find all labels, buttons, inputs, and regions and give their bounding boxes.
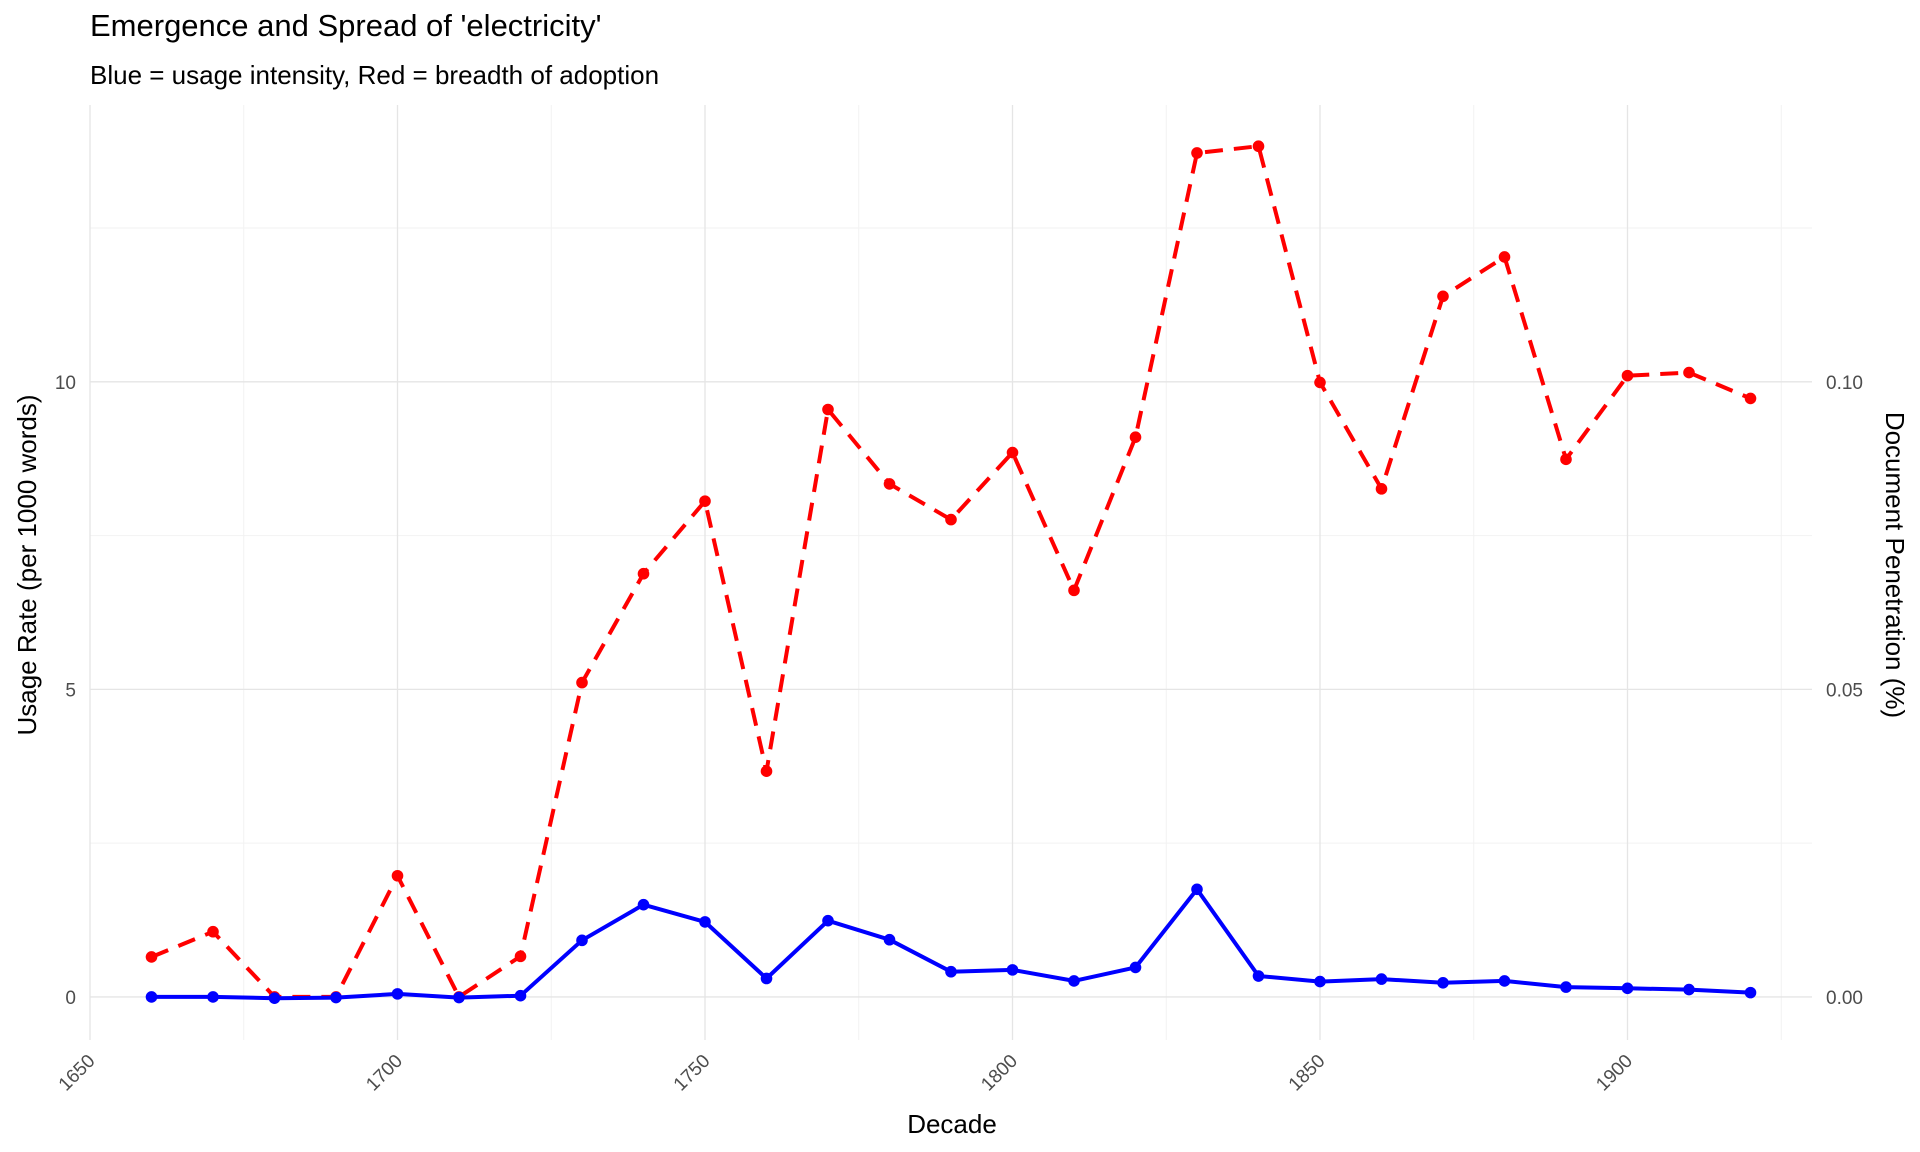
- data-point-usage-rate: [945, 965, 957, 978]
- data-point-document-penetration: [1560, 453, 1572, 466]
- grid: [89, 105, 1812, 1040]
- y-tick-label: 0: [65, 988, 76, 1009]
- data-point-document-penetration: [1683, 366, 1695, 379]
- data-point-document-penetration: [1621, 369, 1634, 382]
- data-point-usage-rate: [514, 989, 527, 1002]
- series-line-document-penetration: [150, 144, 1752, 999]
- data-point-usage-rate: [1068, 975, 1080, 987]
- x-tick-label: 1750: [670, 1051, 715, 1096]
- y-axis-title: Usage Rate (per 1000 words): [12, 394, 42, 735]
- data-point-usage-rate: [1129, 961, 1142, 974]
- series-line-usage-rate: [151, 887, 1751, 1001]
- series: [145, 140, 1757, 1004]
- data-point-usage-rate: [1314, 975, 1326, 988]
- data-point-document-penetration: [1068, 584, 1080, 597]
- data-point-usage-rate: [453, 991, 465, 1004]
- y2-tick-label: 0.00: [1826, 988, 1863, 1009]
- data-point-usage-rate: [883, 933, 896, 946]
- data-point-document-penetration: [945, 513, 957, 526]
- x-axis-title: Decade: [907, 1109, 997, 1139]
- data-point-usage-rate: [145, 991, 158, 1003]
- data-point-document-penetration: [1744, 392, 1757, 405]
- data-point-document-penetration: [576, 676, 588, 689]
- data-point-usage-rate: [699, 916, 711, 928]
- data-point-usage-rate: [637, 898, 650, 911]
- data-point-usage-rate: [1498, 975, 1511, 987]
- data-point-usage-rate: [1437, 976, 1449, 989]
- x-tick-label: 1900: [1592, 1051, 1637, 1096]
- data-point-usage-rate: [1375, 973, 1388, 985]
- data-point-document-penetration: [1375, 483, 1388, 495]
- data-point-document-penetration: [1191, 147, 1203, 159]
- data-point-usage-rate: [822, 914, 834, 927]
- y-tick-label: 5: [65, 680, 76, 701]
- data-point-document-penetration: [207, 925, 219, 938]
- data-point-document-penetration: [1437, 290, 1449, 303]
- data-point-usage-rate: [576, 934, 588, 947]
- data-point-usage-rate: [391, 988, 404, 1000]
- data-point-usage-rate: [1560, 981, 1572, 993]
- y2-tick-label: 0.05: [1826, 680, 1863, 701]
- data-point-document-penetration: [145, 951, 158, 963]
- y-tick-label: 10: [55, 373, 76, 394]
- data-point-usage-rate: [1006, 964, 1019, 976]
- x-tick-label: 1800: [977, 1051, 1022, 1096]
- y2-tick-label: 0.10: [1826, 373, 1863, 394]
- data-point-document-penetration: [637, 567, 650, 580]
- data-point-document-penetration: [1006, 446, 1019, 459]
- data-point-document-penetration: [1498, 251, 1511, 263]
- data-point-usage-rate: [1744, 986, 1757, 999]
- data-point-usage-rate: [268, 992, 281, 1004]
- data-point-usage-rate: [1621, 982, 1634, 995]
- chart-title: Emergence and Spread of 'electricity': [90, 8, 602, 43]
- data-point-usage-rate: [330, 991, 342, 1004]
- data-point-usage-rate: [760, 972, 773, 985]
- data-point-document-penetration: [883, 478, 896, 490]
- data-point-usage-rate: [207, 991, 219, 1003]
- data-point-usage-rate: [1683, 983, 1695, 996]
- data-point-document-penetration: [699, 495, 711, 507]
- data-point-document-penetration: [1129, 431, 1142, 443]
- data-point-document-penetration: [514, 950, 527, 963]
- data-point-document-penetration: [391, 869, 404, 882]
- x-tick-label: 1700: [362, 1051, 407, 1096]
- data-point-document-penetration: [760, 765, 773, 777]
- y2-axis-title: Document Penetration (%): [1880, 412, 1910, 718]
- data-point-document-penetration: [1314, 376, 1326, 389]
- data-point-document-penetration: [1252, 140, 1265, 153]
- data-point-document-penetration: [822, 403, 834, 416]
- data-point-usage-rate: [1191, 883, 1203, 896]
- x-tick-label: 1850: [1285, 1051, 1330, 1096]
- chart-subtitle: Blue = usage intensity, Red = breadth of…: [90, 60, 660, 90]
- data-point-usage-rate: [1252, 970, 1265, 982]
- x-tick-label: 1650: [55, 1051, 100, 1096]
